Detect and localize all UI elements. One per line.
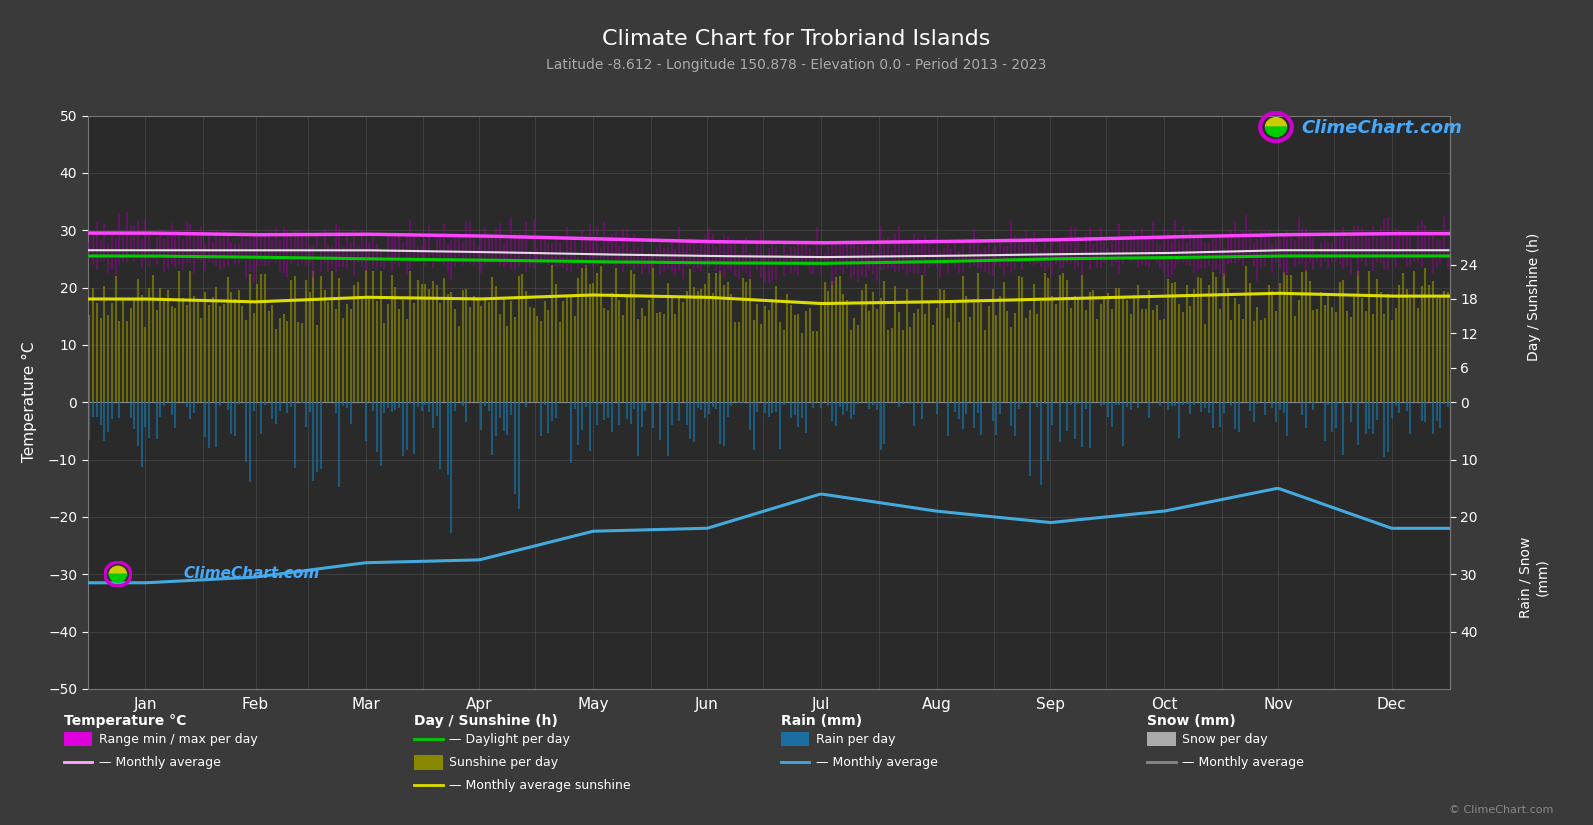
Text: — Daylight per day: — Daylight per day bbox=[449, 733, 570, 746]
Wedge shape bbox=[1265, 127, 1287, 136]
Text: Rain (mm): Rain (mm) bbox=[781, 714, 862, 728]
Text: Rain per day: Rain per day bbox=[816, 733, 895, 746]
Text: Climate Chart for Trobriand Islands: Climate Chart for Trobriand Islands bbox=[602, 29, 991, 49]
Text: Range min / max per day: Range min / max per day bbox=[99, 733, 258, 746]
Text: — Monthly average: — Monthly average bbox=[99, 756, 221, 769]
Y-axis label: Day / Sunshine (h): Day / Sunshine (h) bbox=[0, 338, 14, 466]
Wedge shape bbox=[1265, 118, 1287, 127]
Text: — Monthly average: — Monthly average bbox=[816, 756, 938, 769]
Text: Day / Sunshine (h): Day / Sunshine (h) bbox=[1528, 233, 1540, 361]
Text: Sunshine per day: Sunshine per day bbox=[449, 756, 559, 769]
Wedge shape bbox=[110, 566, 126, 574]
Y-axis label: Temperature °C: Temperature °C bbox=[22, 342, 37, 463]
Text: Day / Sunshine (h): Day / Sunshine (h) bbox=[414, 714, 558, 728]
Text: — Monthly average: — Monthly average bbox=[1182, 756, 1305, 769]
Text: Snow (mm): Snow (mm) bbox=[1147, 714, 1236, 728]
Wedge shape bbox=[110, 574, 126, 582]
Text: Rain / Snow
(mm): Rain / Snow (mm) bbox=[1520, 537, 1548, 618]
Text: ClimeChart.com: ClimeChart.com bbox=[183, 566, 320, 581]
Text: — Monthly average sunshine: — Monthly average sunshine bbox=[449, 779, 631, 792]
Text: Latitude -8.612 - Longitude 150.878 - Elevation 0.0 - Period 2013 - 2023: Latitude -8.612 - Longitude 150.878 - El… bbox=[546, 58, 1047, 72]
Text: Temperature °C: Temperature °C bbox=[64, 714, 186, 728]
Text: ClimeChart.com: ClimeChart.com bbox=[1301, 119, 1462, 137]
Text: Snow per day: Snow per day bbox=[1182, 733, 1268, 746]
Text: © ClimeChart.com: © ClimeChart.com bbox=[1448, 805, 1553, 815]
